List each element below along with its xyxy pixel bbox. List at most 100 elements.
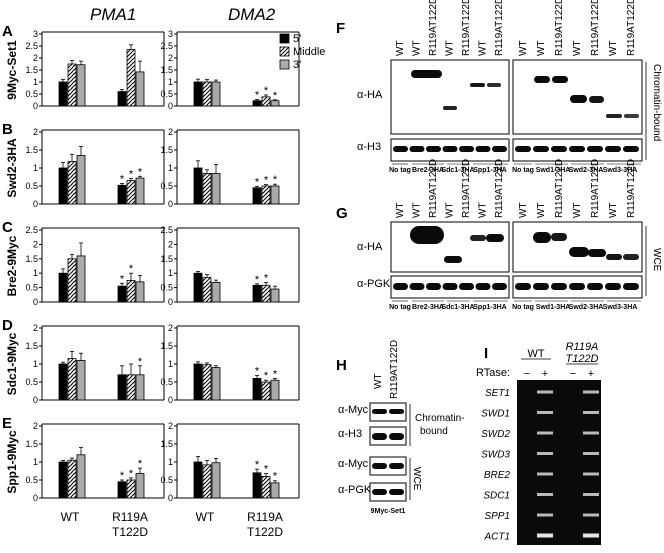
bar — [117, 285, 127, 303]
dma2-chart: 0 0.5 1 1.5 2 * * * — [160, 323, 300, 405]
bar — [135, 374, 145, 401]
lane-label: R119AT122D — [554, 159, 565, 218]
band — [486, 234, 504, 242]
lane-label: R119AT122D — [428, 0, 439, 56]
group-label: Swd3-3HA — [603, 304, 638, 311]
band — [389, 433, 404, 440]
y-tick-label: 2.5 — [160, 41, 173, 51]
band — [372, 489, 387, 495]
lane-label: WT — [572, 40, 583, 56]
panel-h: H WT R119AT122D α-Myc α-H3 α-Myc α-PGK1 … — [336, 340, 464, 515]
band — [537, 411, 553, 414]
bar — [58, 167, 68, 205]
i-minus-mut: − — [570, 368, 576, 380]
y-tick-label: 0 — [168, 199, 173, 209]
f-row1-label: α-HA — [357, 89, 383, 101]
h-row2-label: α-H3 — [338, 428, 362, 440]
f-bands — [393, 70, 639, 152]
y-tick-label: 1.5 — [160, 439, 173, 449]
group-label: Bre2-3HA — [412, 167, 444, 174]
significance-star: * — [273, 368, 278, 380]
xlabel-mut2-dma2: T122D — [247, 525, 283, 539]
i-minus-wt: − — [524, 368, 530, 380]
lane-label: WT — [572, 202, 583, 218]
y-tick-label: 0 — [33, 395, 38, 405]
g-side-label: WCE — [651, 248, 662, 272]
f-lane-labels-left: WT WT R119AT122D WT R119AT122D WT R119AT122D — [395, 0, 505, 56]
band — [583, 472, 599, 476]
y-tick-label: 1 — [168, 359, 173, 369]
y-tick-label: 0.5 — [160, 283, 173, 293]
lane-label: WT — [608, 40, 619, 56]
h-lane-mut: R119AT122D — [389, 340, 400, 399]
lane-label: R119AT122D — [494, 0, 505, 56]
significance-star: * — [264, 175, 269, 187]
band — [583, 390, 599, 394]
band — [409, 146, 425, 152]
band — [583, 533, 599, 538]
bar — [202, 464, 212, 499]
y-tick-label: 0.5 — [25, 89, 38, 99]
y-tick-label: 1 — [33, 77, 38, 87]
h-row3-label: α-Myc — [338, 458, 369, 470]
f-side-label: Chromatin-bound — [651, 64, 662, 141]
bar — [202, 277, 212, 303]
y-tick-label: 1.5 — [25, 145, 38, 155]
gene-label: SDC1 — [483, 491, 510, 502]
band — [389, 489, 404, 495]
lane-label: WT — [395, 40, 406, 56]
y-tick-label: 3 — [33, 29, 38, 39]
band — [533, 146, 549, 152]
lane-label: R119AT122D — [461, 0, 472, 56]
band — [515, 283, 531, 290]
band — [475, 146, 491, 152]
lane-label: WT — [536, 40, 547, 56]
gene-label: SPP1 — [484, 511, 510, 522]
y-tick-label: 1 — [33, 163, 38, 173]
lane-label: WT — [445, 40, 456, 56]
panel-ylabel: Bre2-9Myc — [5, 235, 19, 296]
y-tick-label: 1 — [168, 268, 173, 278]
xlabel-wt-pma1: WT — [61, 510, 80, 524]
f-lane-labels-right: WT WT R119AT122D WT R119AT122D WT R119AT122D — [518, 0, 637, 56]
y-tick-label: 0.5 — [160, 181, 173, 191]
band — [569, 283, 585, 290]
y-tick-label: 2 — [33, 421, 38, 431]
lane-label: WT — [518, 202, 529, 218]
band — [426, 283, 441, 290]
y-tick-label: 2 — [33, 239, 38, 249]
band — [537, 390, 553, 394]
lane-label: R119AT122D — [590, 0, 601, 56]
y-tick-label: 1 — [168, 77, 173, 87]
bar — [58, 81, 68, 107]
y-tick-label: 2 — [33, 53, 38, 63]
y-tick-label: 1.5 — [160, 65, 173, 75]
band — [409, 283, 425, 290]
y-tick-label: 0 — [168, 395, 173, 405]
band — [372, 433, 387, 440]
significance-star: * — [273, 90, 278, 102]
panel-e-letter: E — [2, 415, 12, 432]
xlabel-wt-dma2: WT — [196, 510, 215, 524]
y-tick-label: 0 — [33, 493, 38, 503]
bar — [67, 161, 77, 205]
lane-label: WT — [536, 202, 547, 218]
band — [583, 493, 599, 496]
lane-label: R119AT122D — [626, 0, 637, 56]
lane-label: WT — [518, 40, 529, 56]
lane-label: R119AT122D — [626, 159, 637, 218]
band — [537, 513, 553, 517]
bar — [76, 255, 86, 303]
band — [534, 76, 550, 83]
bar — [117, 91, 127, 107]
legend-3prime: 3' — [293, 59, 301, 71]
bar — [76, 454, 86, 499]
y-tick-label: 1.5 — [160, 341, 173, 351]
significance-star: * — [138, 458, 143, 470]
significance-star: * — [138, 166, 143, 178]
y-tick-label: 1 — [168, 163, 173, 173]
bar — [261, 185, 271, 205]
y-tick-label: 0.5 — [160, 377, 173, 387]
bar — [126, 279, 136, 303]
